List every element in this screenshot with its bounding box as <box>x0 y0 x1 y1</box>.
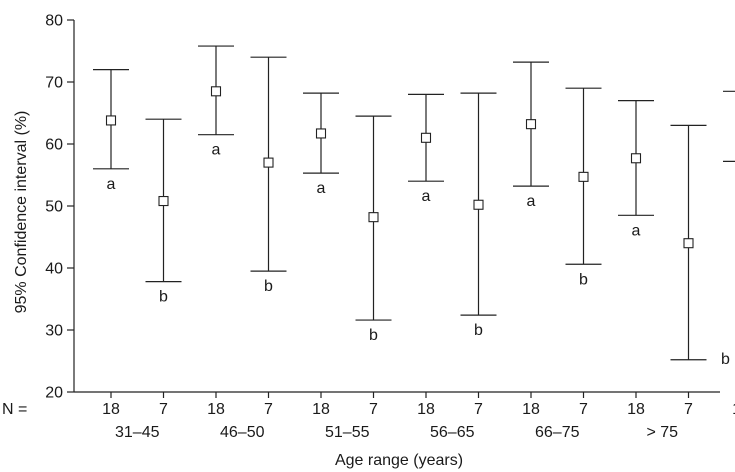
significance-letter: b <box>474 322 483 339</box>
y-tick-label: 50 <box>45 199 63 216</box>
significance-letter: b <box>579 271 588 288</box>
group-label: 31–45 <box>115 424 160 441</box>
y-tick-label: 20 <box>45 385 63 402</box>
mean-marker <box>683 238 694 249</box>
mean-marker <box>578 171 589 182</box>
n-label: 18 <box>312 401 330 418</box>
n-label: 18 <box>732 401 735 418</box>
x-axis-label: Age range (years) <box>335 452 463 469</box>
significance-letter: b <box>159 289 168 306</box>
n-label: 18 <box>627 401 645 418</box>
mean-marker <box>210 86 222 97</box>
n-label: 7 <box>264 401 273 418</box>
y-axis-label: 95% Confidence interval (%) <box>13 111 30 314</box>
n-label: 18 <box>102 401 120 418</box>
n-label: 18 <box>207 401 225 418</box>
n-prefix-label: N = <box>2 401 27 418</box>
group-label: 51–55 <box>325 424 370 441</box>
significance-letter: a <box>422 188 431 205</box>
n-label: 7 <box>684 401 693 418</box>
significance-letter: a <box>107 176 116 193</box>
n-label: 7 <box>474 401 483 418</box>
mean-marker <box>630 153 642 164</box>
significance-letter: b <box>721 351 730 368</box>
significance-letter: a <box>632 222 641 239</box>
error-bar: a <box>198 45 234 159</box>
error-bar: b <box>355 115 392 344</box>
group-label: 66–75 <box>535 424 580 441</box>
error-bar: a <box>303 92 339 197</box>
y-tick-label: 30 <box>45 323 63 340</box>
mean-marker <box>315 128 327 139</box>
mean-marker <box>263 157 274 168</box>
group-label: > 75 <box>646 424 678 441</box>
significance-letter: a <box>527 193 536 210</box>
significance-letter: b <box>369 327 378 344</box>
mean-marker <box>158 195 169 207</box>
n-label: 7 <box>159 401 168 418</box>
error-bar: a <box>723 90 735 162</box>
significance-letter: b <box>264 278 273 295</box>
error-bar: a <box>93 68 129 193</box>
significance-letter: a <box>317 180 326 197</box>
n-label: 18 <box>522 401 540 418</box>
significance-letter: a <box>212 142 221 159</box>
n-label: 7 <box>369 401 378 418</box>
n-label: 18 <box>417 401 435 418</box>
mean-marker <box>368 212 379 223</box>
y-tick-label: 70 <box>45 75 63 92</box>
mean-marker <box>105 115 117 126</box>
y-tick-label: 60 <box>45 137 63 154</box>
error-bar: a <box>513 61 549 210</box>
error-bar: a <box>618 99 654 239</box>
mean-marker <box>473 199 484 210</box>
mean-marker <box>525 119 537 130</box>
error-bar: b <box>145 118 182 306</box>
n-label: 7 <box>579 401 588 418</box>
mean-marker <box>420 132 432 143</box>
error-bar: b <box>460 92 497 339</box>
y-tick-label: 40 <box>45 261 63 278</box>
y-tick-label: 80 <box>45 13 63 30</box>
error-bar: a <box>408 93 444 205</box>
error-bar: b <box>565 87 602 288</box>
chart-marks: ababababababab <box>93 45 735 368</box>
group-label: 46–50 <box>220 424 265 441</box>
group-label: 56–65 <box>430 424 475 441</box>
error-bar: b <box>670 124 730 368</box>
error-bar: b <box>250 56 287 295</box>
